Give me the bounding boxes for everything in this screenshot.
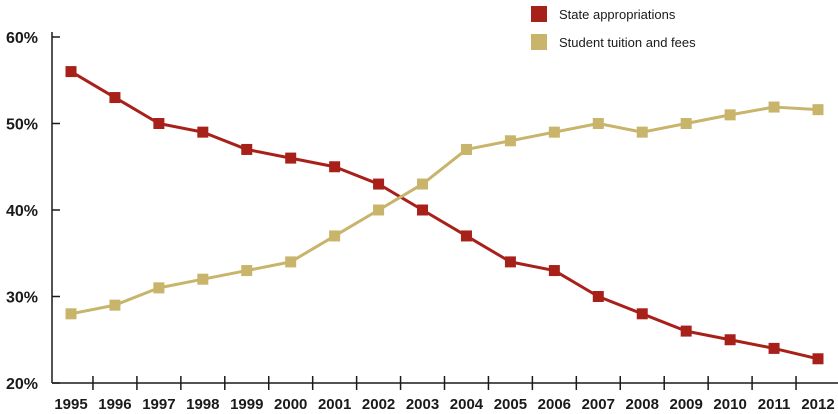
data-point-student-tuition-and-fees [812, 104, 824, 116]
x-tick-label: 2000 [274, 396, 307, 413]
data-point-state-appropriations [373, 178, 385, 190]
y-tick-label: 20% [6, 376, 38, 393]
data-point-student-tuition-and-fees [724, 109, 736, 121]
data-point-state-appropriations [417, 204, 429, 216]
legend-swatch-state-appropriations [531, 6, 547, 22]
y-tick-label: 50% [6, 117, 38, 134]
x-tick-label: 2011 [758, 396, 791, 413]
legend-label-student-tuition-and-fees: Student tuition and fees [559, 35, 696, 50]
data-point-student-tuition-and-fees [460, 143, 472, 155]
data-point-state-appropriations [724, 334, 736, 346]
data-point-state-appropriations [592, 291, 604, 302]
x-tick-label: 2003 [406, 396, 439, 413]
data-point-state-appropriations [548, 265, 560, 277]
data-point-state-appropriations [109, 92, 121, 104]
x-tick-label: 1997 [142, 396, 175, 413]
data-point-state-appropriations [460, 230, 472, 242]
data-point-student-tuition-and-fees [504, 135, 516, 147]
x-tick-label: 2009 [669, 396, 702, 413]
data-point-student-tuition-and-fees [329, 230, 341, 242]
y-tick-label: 60% [6, 30, 38, 47]
legend-swatch-student-tuition-and-fees [531, 34, 547, 50]
x-tick-label: 2004 [450, 396, 484, 413]
data-point-state-appropriations [285, 152, 297, 164]
data-point-state-appropriations [197, 126, 209, 138]
data-point-student-tuition-and-fees [548, 126, 560, 138]
series-group [65, 66, 824, 365]
data-point-state-appropriations [65, 66, 77, 78]
y-tick-label: 30% [6, 290, 38, 307]
data-point-student-tuition-and-fees [680, 118, 692, 129]
x-tick-label: 2002 [362, 396, 395, 413]
data-point-student-tuition-and-fees [109, 299, 121, 311]
data-point-student-tuition-and-fees [636, 126, 648, 138]
data-point-student-tuition-and-fees [592, 118, 604, 129]
data-point-student-tuition-and-fees [285, 256, 297, 268]
x-tick-label: 1999 [230, 396, 263, 413]
data-point-student-tuition-and-fees [768, 101, 780, 113]
data-point-student-tuition-and-fees [197, 273, 209, 285]
x-tick-label: 1996 [98, 396, 131, 413]
data-point-state-appropriations [329, 161, 341, 173]
x-tick-label: 2006 [538, 396, 571, 413]
x-tick-label: 2007 [582, 396, 615, 413]
x-tick-label: 2010 [713, 396, 746, 413]
data-point-student-tuition-and-fees [241, 265, 253, 277]
data-point-student-tuition-and-fees [65, 308, 77, 320]
data-point-student-tuition-and-fees [153, 282, 165, 294]
data-point-state-appropriations [241, 143, 253, 155]
data-point-student-tuition-and-fees [417, 178, 429, 190]
legend-label-state-appropriations: State appropriations [559, 7, 676, 22]
x-tick-label: 2001 [318, 396, 351, 413]
legend: State appropriations Student tuition and… [531, 6, 696, 50]
data-point-state-appropriations [768, 342, 780, 354]
data-point-state-appropriations [153, 118, 165, 129]
x-tick-label: 1995 [54, 396, 87, 413]
y-tick-group: 20% 30% 40% 50% 60% [6, 30, 60, 393]
y-tick-label: 40% [6, 203, 38, 220]
data-point-student-tuition-and-fees [373, 204, 385, 216]
series-line-state-appropriations [70, 70, 819, 361]
series-line-student-tuition-and-fees [70, 105, 819, 316]
x-tick-group: 1995 1996 1997 1998 1999 2000 2001 2002 2003 2004… [54, 376, 835, 413]
x-tick-label: 1998 [186, 396, 219, 413]
data-point-state-appropriations [636, 308, 648, 320]
x-tick-label: 2008 [626, 396, 659, 413]
data-point-state-appropriations [680, 325, 692, 337]
axes [51, 32, 838, 384]
data-point-state-appropriations [812, 353, 824, 365]
x-tick-label: 2005 [494, 396, 527, 413]
x-tick-label: 2012 [801, 396, 834, 413]
data-point-state-appropriations [504, 256, 516, 268]
